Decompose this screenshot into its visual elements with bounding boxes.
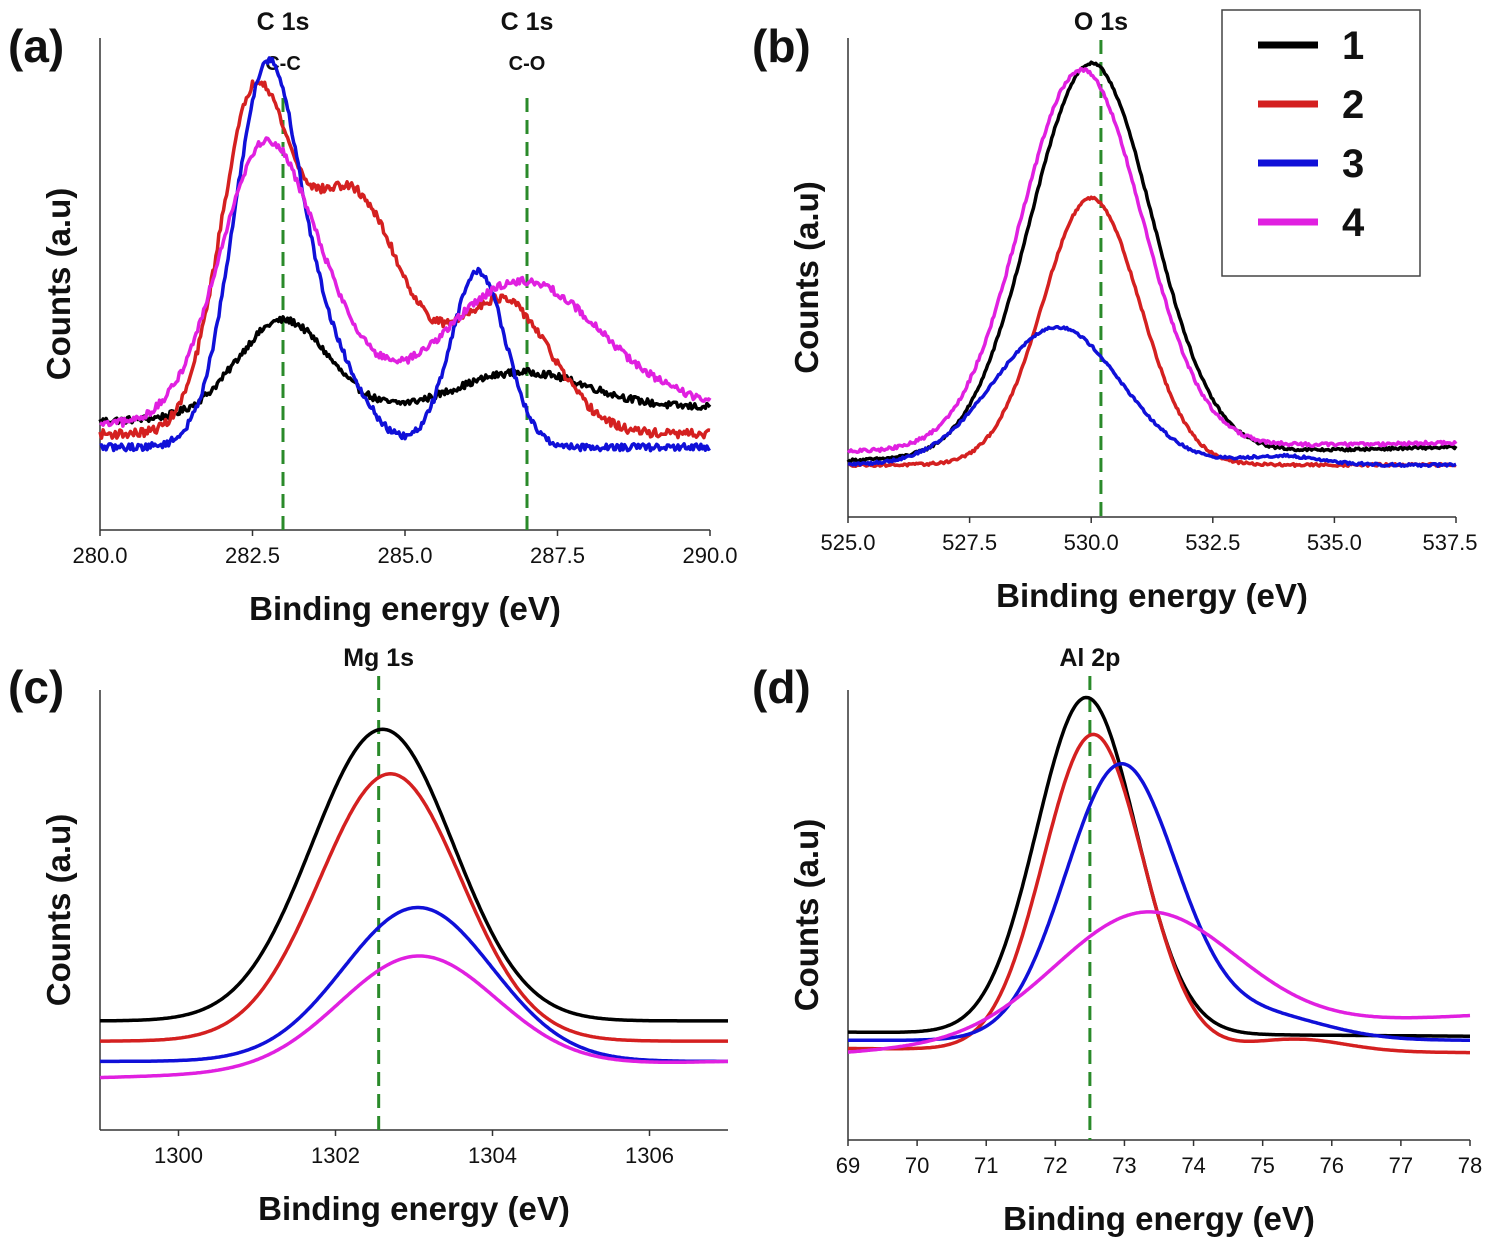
x-tick-label: 537.5: [1422, 530, 1477, 555]
x-tick-label: 1302: [311, 1143, 360, 1168]
x-tick-label: 69: [836, 1153, 860, 1178]
series-2-line: [99, 772, 729, 1043]
x-axis-title: Binding energy (eV): [1003, 1200, 1315, 1237]
series-1-line: [847, 695, 1471, 1038]
x-tick-label: 285.0: [377, 543, 432, 568]
series-4-line: [99, 954, 729, 1080]
panel-label: (a): [8, 20, 64, 72]
x-tick-label: 287.5: [530, 543, 585, 568]
x-tick-label: 532.5: [1185, 530, 1240, 555]
chart-panel-a: 280.0 282.5 285.0 287.5 290.0 Binding energy …: [8, 8, 738, 627]
series-3-line: [847, 761, 1471, 1043]
peak-annotation: C 1s: [257, 8, 310, 36]
legend-label-4: 4: [1342, 201, 1365, 245]
y-axis-title: Counts (a.u): [40, 814, 77, 1006]
peak-annotation-sub: C-O: [509, 53, 546, 75]
panel-label: (c): [8, 661, 64, 713]
x-tick-label: 75: [1250, 1153, 1274, 1178]
series-3-line: [847, 325, 1457, 469]
x-axis-title: Binding energy (eV): [249, 590, 561, 627]
series-4-line: [99, 136, 712, 428]
legend-label-1: 1: [1342, 24, 1364, 68]
series-2-line: [98, 79, 711, 440]
peak-annotation-sub: C-C: [265, 53, 301, 75]
x-tick-label: 290.0: [682, 543, 737, 568]
x-tick-label: 72: [1043, 1153, 1067, 1178]
x-tick-label: 527.5: [942, 530, 997, 555]
series-3-line: [99, 56, 711, 453]
x-tick-label: 78: [1458, 1153, 1482, 1178]
x-tick-label: 71: [974, 1153, 998, 1178]
x-tick-label: 73: [1112, 1153, 1136, 1178]
x-axis-title: Binding energy (eV): [258, 1190, 570, 1227]
series-3-line: [99, 905, 729, 1064]
x-tick-label: 282.5: [225, 543, 280, 568]
x-tick-label: 280.0: [72, 543, 127, 568]
y-axis-title: Counts (a.u): [788, 181, 825, 373]
x-tick-label: 77: [1389, 1153, 1413, 1178]
x-tick-label: 1300: [154, 1143, 203, 1168]
peak-annotation: O 1s: [1074, 8, 1128, 36]
chart-panel-d: 69 70 71 72 73 74 75 76 77 78 Binding energy (eV) C…: [752, 644, 1482, 1237]
legend-label-2: 2: [1342, 83, 1364, 127]
x-tick-label: 1304: [468, 1143, 517, 1168]
x-tick-label: 530.0: [1064, 530, 1119, 555]
x-tick-label: 74: [1181, 1153, 1205, 1178]
series-2-line: [847, 732, 1471, 1055]
chart-panel-b: 525.0 527.5 530.0 532.5 535.0 537.5 Binding en…: [752, 8, 1478, 614]
panel-label: (b): [752, 20, 811, 72]
y-axis-title: Counts (a.u): [40, 188, 77, 380]
x-tick-label: 525.0: [820, 530, 875, 555]
peak-annotation: C 1s: [501, 8, 554, 36]
x-tick-label: 1306: [625, 1143, 674, 1168]
peak-annotation: Al 2p: [1059, 644, 1120, 672]
peak-annotation: Mg 1s: [343, 644, 414, 672]
x-tick-label: 535.0: [1307, 530, 1362, 555]
x-tick-label: 70: [905, 1153, 929, 1178]
chart-panel-c: 1300 1302 1304 1306 Binding energy (eV) Count…: [8, 644, 729, 1227]
x-axis-title: Binding energy (eV): [996, 577, 1308, 614]
legend-box: [1221, 9, 1421, 277]
panel-label: (d): [752, 661, 811, 713]
series-4-line: [847, 910, 1471, 1054]
legend-label-3: 3: [1342, 142, 1364, 186]
x-tick-label: 76: [1320, 1153, 1344, 1178]
series-1-line: [99, 727, 729, 1023]
y-axis-title: Counts (a.u): [788, 819, 825, 1011]
series-4-line: [846, 66, 1458, 455]
legend: 1 2 3 4: [1221, 9, 1421, 277]
